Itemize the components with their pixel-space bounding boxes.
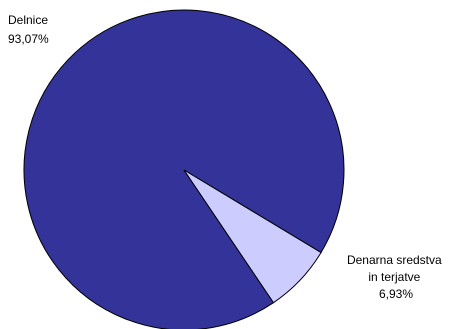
slice-label-denarna-sredstva-line2: in terjatve [368,270,420,284]
slice-label-delnice-name: Delnice [8,13,48,27]
pie-slice-denarna-sredstva [183,169,322,304]
pie-slice-delnice [23,9,345,329]
slice-label-denarna-sredstva: Denarna sredstva in terjatve 6,93% [347,253,445,301]
slice-label-denarna-sredstva-line1: Denarna sredstva [347,253,442,267]
slice-label-delnice-value: 93,07% [8,32,49,46]
slice-label-denarna-sredstva-value: 6,93% [379,287,413,301]
pie-slices [23,9,345,329]
slice-label-delnice: Delnice 93,07% [8,13,51,46]
